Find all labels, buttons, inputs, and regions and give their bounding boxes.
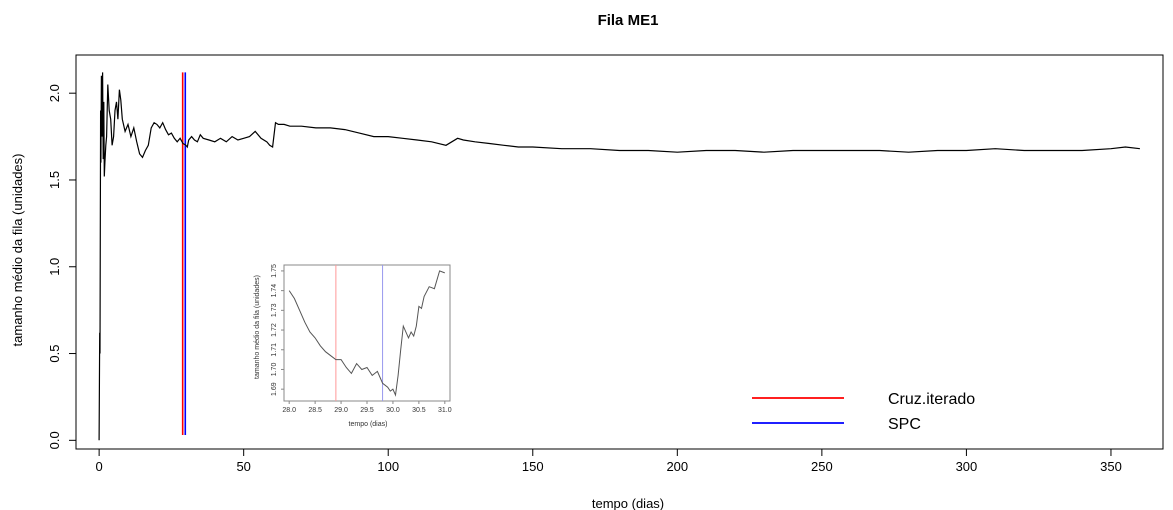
- inset-y-tick-label: 1.73: [271, 303, 278, 317]
- inset-x-axis-label: tempo (dias): [349, 421, 388, 428]
- plot-frame: [75, 54, 1164, 450]
- inset-y-axis-label: tamanho médio da fila (unidades): [254, 275, 261, 379]
- chart-title: Fila ME1: [598, 12, 659, 29]
- inset-y-axis: 1.69 1.70 1.71 1.72 1.73 1.74 1.75: [271, 264, 285, 396]
- legend-label-cruz-iterado: Cruz.iterado: [888, 391, 975, 408]
- x-tick-label: 100: [377, 459, 399, 474]
- inset-y-tick-label: 1.70: [271, 363, 278, 377]
- inset-y-tick-label: 1.74: [271, 284, 278, 298]
- legend-label-spc: SPC: [888, 416, 921, 433]
- y-axis-label: tamanho médio da fila (unidades): [10, 154, 25, 347]
- x-tick-label: 250: [811, 459, 833, 474]
- inset-marker-lines: [335, 265, 384, 401]
- inset-x-tick-label: 31.0: [438, 407, 452, 414]
- inset-chart: 28.0 28.5 29.0 29.5 30.0 30.5 31.0 1.69 1.70 1.7…: [254, 264, 452, 428]
- inset-y-tick-label: 1.72: [271, 323, 278, 337]
- x-axis: 0 50 100 150 200 250 300 350: [96, 448, 1122, 474]
- y-tick-label: 1.5: [47, 171, 62, 189]
- x-tick-label: 300: [956, 459, 978, 474]
- legend: Cruz.iterado SPC: [752, 391, 975, 433]
- x-axis-label: tempo (dias): [592, 496, 664, 510]
- x-tick-label: 0: [96, 459, 103, 474]
- inset-x-tick-label: 28.5: [308, 407, 322, 414]
- marker-lines: [181, 72, 187, 435]
- inset-x-tick-label: 28.0: [282, 407, 296, 414]
- inset-x-axis: 28.0 28.5 29.0 29.5 30.0 30.5 31.0: [282, 400, 452, 414]
- inset-x-tick-label: 29.5: [360, 407, 374, 414]
- inset-y-tick-label: 1.71: [271, 343, 278, 357]
- inset-y-tick-label: 1.75: [271, 264, 278, 278]
- y-tick-label: 0.0: [47, 431, 62, 449]
- x-tick-label: 150: [522, 459, 544, 474]
- y-axis: 0.0 0.5 1.0 1.5 2.0: [47, 84, 77, 449]
- inset-x-tick-label: 30.0: [386, 407, 400, 414]
- y-tick-label: 1.0: [47, 258, 62, 276]
- y-tick-label: 2.0: [47, 84, 62, 102]
- y-tick-label: 0.5: [47, 344, 62, 362]
- x-tick-label: 350: [1100, 459, 1122, 474]
- x-tick-label: 50: [236, 459, 250, 474]
- inset-series-line: [288, 270, 445, 397]
- series-line: [98, 72, 1140, 441]
- inset-y-tick-label: 1.69: [271, 382, 278, 396]
- inset-background: [284, 265, 450, 401]
- x-tick-label: 200: [666, 459, 688, 474]
- inset-x-tick-label: 30.5: [412, 407, 426, 414]
- inset-x-tick-label: 29.0: [334, 407, 348, 414]
